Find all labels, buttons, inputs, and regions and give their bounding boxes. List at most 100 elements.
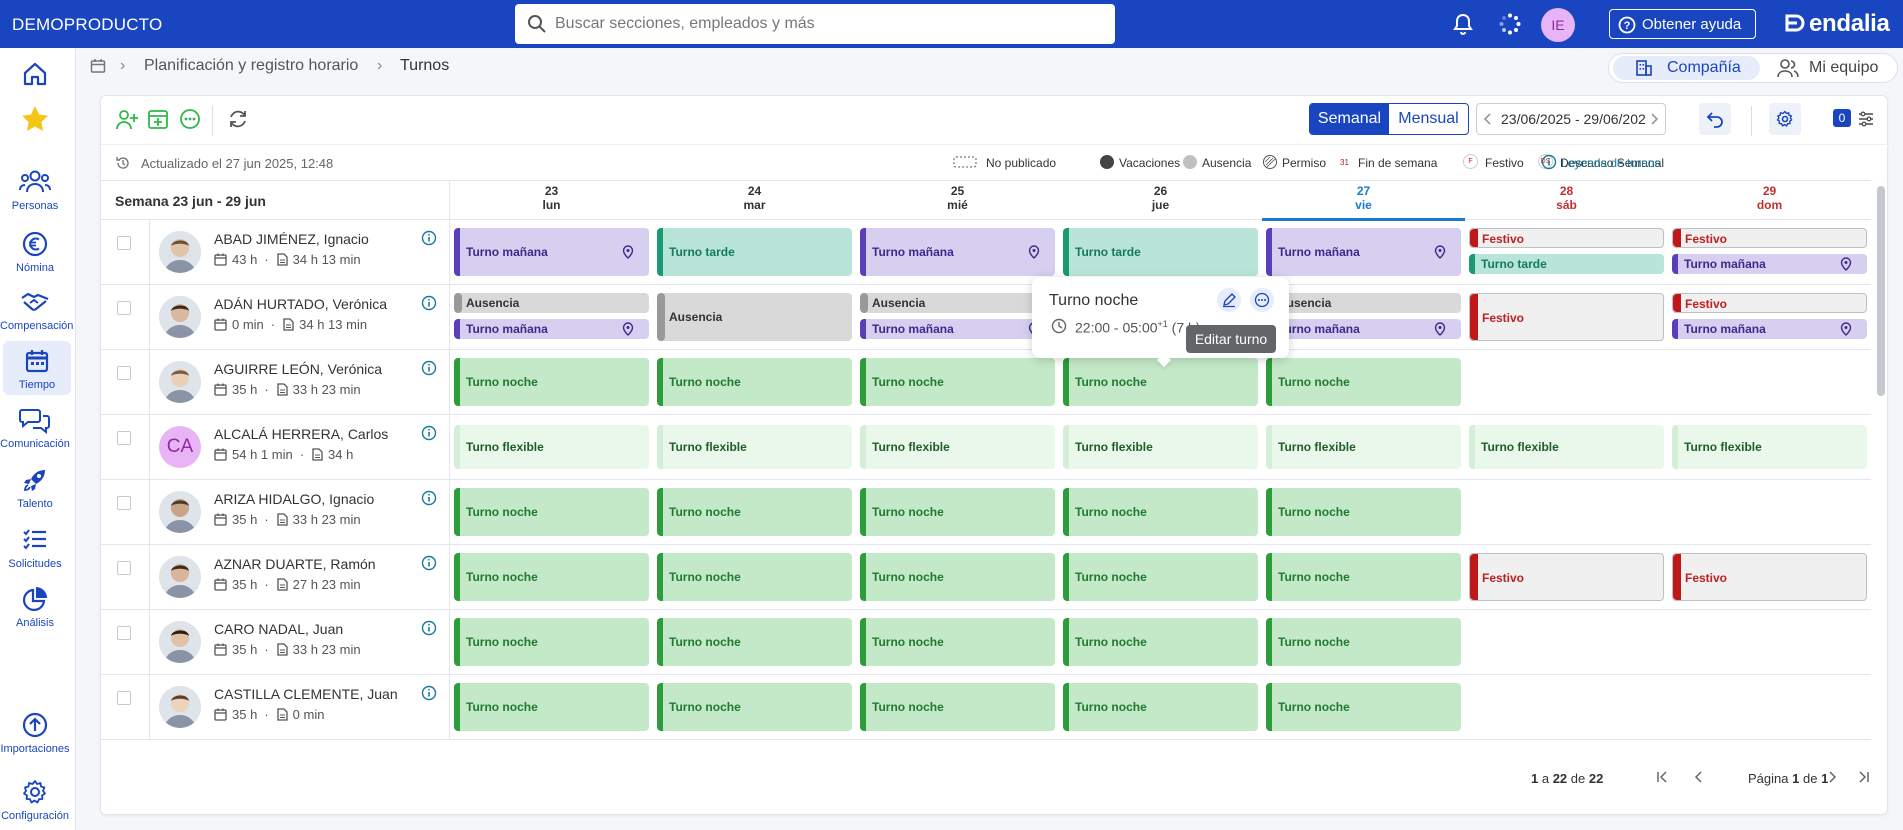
shift-noche[interactable]: Turno noche [657,553,852,601]
info-icon[interactable] [421,425,437,441]
scope-company-button[interactable]: Compañía [1613,56,1760,80]
shift-ausencia[interactable]: Ausencia [657,293,852,341]
shift-festivo[interactable]: Festivo [1672,553,1867,601]
shift-festivo[interactable]: Festivo [1469,553,1664,601]
table-row[interactable]: ARIZA HIDALGO, Ignacio 35 h · 33 h 23 min Tu… [101,480,1871,545]
shift-flex[interactable]: Turno flexible [860,425,1055,469]
shift-festivo[interactable]: Festivo [1672,293,1867,313]
shift-noche[interactable]: Turno noche [1063,488,1258,536]
date-range-picker[interactable]: 23/06/2025 - 29/06/2025 [1476,103,1666,135]
next-page-icon[interactable] [1824,769,1840,785]
shift-ausencia[interactable]: Ausencia [860,293,1055,313]
row-checkbox[interactable] [117,236,131,250]
nav-comunicacion[interactable]: Comunicación [0,406,70,450]
avatar[interactable] [159,686,201,728]
breadcrumb-section[interactable]: Planificación y registro horario [144,57,359,74]
info-icon[interactable] [421,230,437,246]
edit-shift-button[interactable] [1217,288,1241,312]
first-page-icon[interactable] [1655,769,1671,785]
shift-festivo[interactable]: Festivo [1672,228,1867,248]
table-row[interactable]: ADÁN HURTADO, Verónica 0 min · 34 h 13 min A… [101,285,1871,350]
undo-button[interactable] [1699,103,1731,135]
view-week-button[interactable]: Semanal [1310,104,1389,134]
refresh-icon[interactable] [227,108,249,130]
shift-noche[interactable]: Turno noche [454,553,649,601]
shift-noche[interactable]: Turno noche [1266,683,1461,731]
shift-manana[interactable]: Turno mañana [1672,319,1867,339]
shift-festivo[interactable]: Festivo [1469,293,1664,341]
row-checkbox[interactable] [117,626,131,640]
shift-noche[interactable]: Turno noche [860,358,1055,406]
table-row[interactable]: CA ALCALÁ HERRERA, Carlos 54 h 1 min · 34 h T… [101,415,1871,480]
shift-noche[interactable]: Turno noche [1266,358,1461,406]
add-employee-icon[interactable] [115,108,139,132]
shift-noche[interactable]: Turno noche [860,683,1055,731]
nav-home[interactable] [0,60,70,92]
shift-manana[interactable]: Turno mañana [1266,319,1461,339]
settings-button[interactable] [1769,103,1801,135]
shift-noche[interactable]: Turno noche [454,488,649,536]
nav-nomina[interactable]: Nómina [0,230,70,274]
shift-noche[interactable]: Turno noche [454,358,649,406]
shift-noche[interactable]: Turno noche [1063,358,1258,406]
avatar[interactable] [159,621,201,663]
info-icon[interactable] [421,685,437,701]
spinner-icon[interactable] [1498,12,1522,36]
shift-noche[interactable]: Turno noche [1063,553,1258,601]
search-input[interactable] [555,4,1095,44]
shift-tarde[interactable]: Turno tarde [1469,254,1664,274]
info-icon[interactable] [421,555,437,571]
user-avatar[interactable]: IE [1541,8,1575,42]
shift-noche[interactable]: Turno noche [657,488,852,536]
nav-analisis[interactable]: Análisis [0,585,70,629]
shift-noche[interactable]: Turno noche [1266,488,1461,536]
info-icon[interactable] [421,620,437,636]
shift-flex[interactable]: Turno flexible [1469,425,1664,469]
shift-tarde[interactable]: Turno tarde [657,228,852,276]
shift-manana[interactable]: Turno mañana [454,228,649,276]
search-box[interactable] [515,4,1115,44]
shift-manana[interactable]: Turno mañana [1266,228,1461,276]
chevron-right-icon[interactable] [1647,112,1661,126]
chevron-left-icon[interactable] [1481,112,1495,126]
nav-importaciones[interactable]: Importaciones [0,711,70,755]
employee-name[interactable]: CASTILLA CLEMENTE, Juan [214,686,398,702]
avatar[interactable] [159,491,201,533]
prev-page-icon[interactable] [1691,769,1707,785]
date-range-value[interactable]: 23/06/2025 - 29/06/2025 [1501,111,1645,127]
table-row[interactable]: CASTILLA CLEMENTE, Juan 35 h · 0 min Turno n… [101,675,1871,740]
brand-name[interactable]: DEMOPRODUCTO [12,15,163,34]
shift-manana[interactable]: Turno mañana [1672,254,1867,274]
view-month-button[interactable]: Mensual [1398,110,1459,127]
add-shift-icon[interactable] [147,108,169,130]
row-checkbox[interactable] [117,301,131,315]
shift-flex[interactable]: Turno flexible [1672,425,1867,469]
shift-noche[interactable]: Turno noche [1063,618,1258,666]
shift-ausencia[interactable]: Ausencia [454,293,649,313]
shift-flex[interactable]: Turno flexible [1063,425,1258,469]
shift-festivo[interactable]: Festivo [1469,228,1664,248]
shift-noche[interactable]: Turno noche [1266,618,1461,666]
table-row[interactable]: ABAD JIMÉNEZ, Ignacio 43 h · 34 h 13 min Tur… [101,220,1871,285]
shift-noche[interactable]: Turno noche [1063,683,1258,731]
shift-noche[interactable]: Turno noche [454,618,649,666]
shift-noche[interactable]: Turno noche [657,618,852,666]
scrollbar-thumb[interactable] [1877,186,1885,396]
row-checkbox[interactable] [117,691,131,705]
help-button[interactable]: ? Obtener ayuda [1609,9,1756,39]
employee-name[interactable]: ALCALÁ HERRERA, Carlos [214,426,389,442]
avatar[interactable] [159,296,201,338]
shift-manana[interactable]: Turno mañana [860,319,1055,339]
shift-noche[interactable]: Turno noche [454,683,649,731]
shift-noche[interactable]: Turno noche [657,358,852,406]
shift-noche[interactable]: Turno noche [657,683,852,731]
shift-flex[interactable]: Turno flexible [454,425,649,469]
employee-name[interactable]: ARIZA HIDALGO, Ignacio [214,491,375,507]
shift-flex[interactable]: Turno flexible [1266,425,1461,469]
nav-favorites[interactable] [0,104,70,138]
avatar[interactable] [159,361,201,403]
nav-configuracion[interactable]: Configuración [0,778,70,822]
employee-name[interactable]: AGUIRRE LEÓN, Verónica [214,361,383,377]
shift-tarde[interactable]: Turno tarde [1063,228,1258,276]
nav-compensacion[interactable]: Compensación [0,288,73,332]
